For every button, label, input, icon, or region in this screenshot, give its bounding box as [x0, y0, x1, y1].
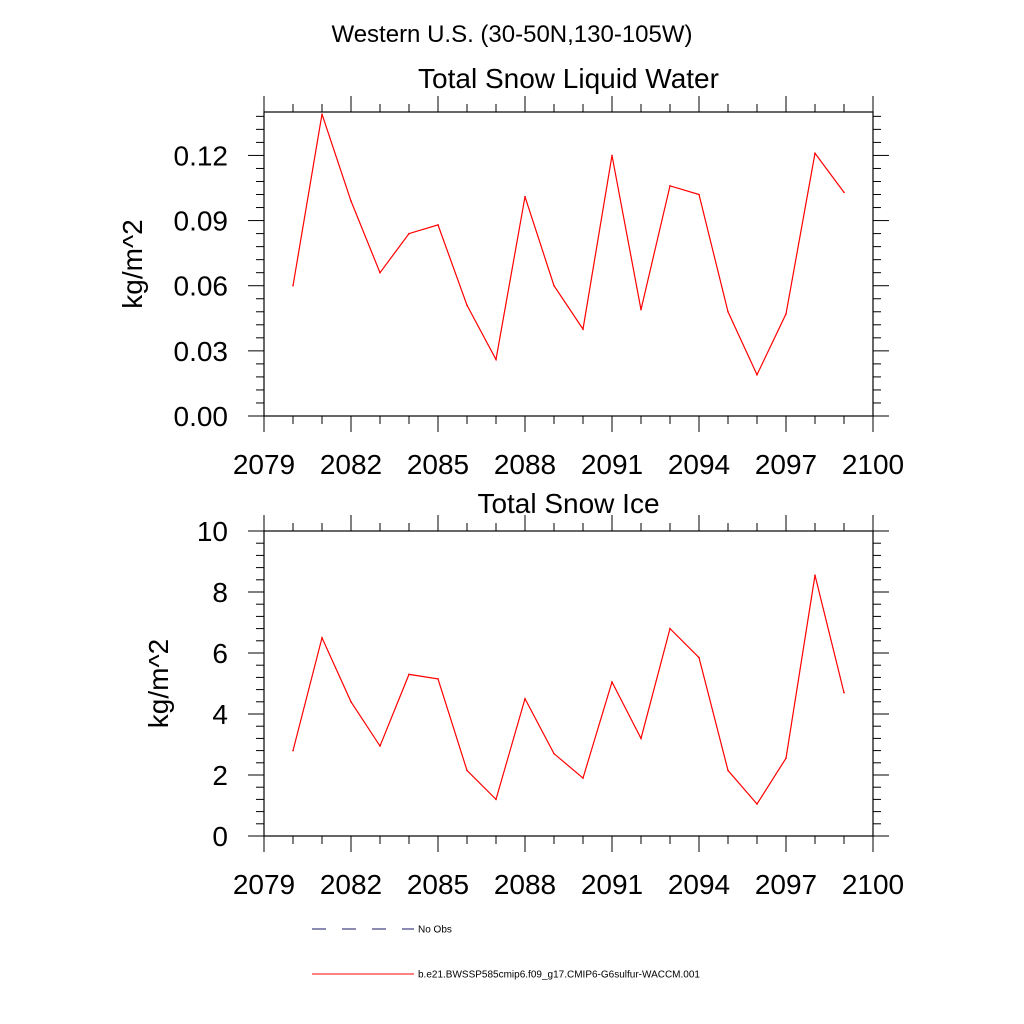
- data-point: [466, 769, 468, 772]
- data-point: [524, 195, 526, 198]
- x-tick-label: 2082: [320, 449, 382, 480]
- x-tick-label: 2100: [842, 449, 904, 480]
- data-point: [408, 673, 410, 676]
- data-point: [292, 284, 294, 287]
- chart-title: Total Snow Ice: [477, 488, 659, 519]
- data-point: [785, 313, 787, 315]
- data-point: [669, 185, 671, 187]
- data-point: [756, 373, 758, 376]
- chart-title: Total Snow Liquid Water: [418, 63, 719, 94]
- data-point: [350, 200, 352, 202]
- y-axis-label: kg/m^2: [143, 639, 174, 728]
- x-tick-label: 2091: [581, 449, 643, 480]
- data-point: [350, 701, 352, 703]
- data-point: [379, 271, 381, 274]
- y-tick-label: 6: [212, 638, 228, 669]
- data-point: [437, 678, 439, 680]
- data-point: [524, 697, 526, 700]
- data-point: [495, 798, 497, 801]
- data-point: [785, 757, 787, 760]
- data-point: [698, 656, 700, 659]
- data-point: [321, 113, 323, 115]
- y-tick-label: 0.06: [174, 271, 229, 302]
- figure-title: Western U.S. (30-50N,130-105W): [331, 21, 692, 48]
- data-point: [466, 304, 468, 307]
- plot-frame: [263, 111, 874, 417]
- data-point: [640, 308, 642, 311]
- x-tick-label: 2088: [494, 449, 556, 480]
- data-point: [698, 193, 700, 196]
- x-tick-label: 2097: [755, 869, 817, 900]
- x-tick-label: 2079: [233, 449, 295, 480]
- y-tick-label: 0.00: [174, 401, 229, 432]
- data-point: [814, 574, 816, 577]
- x-tick-label: 2097: [755, 449, 817, 480]
- data-point: [408, 232, 410, 235]
- y-axis-label: kg/m^2: [117, 219, 148, 308]
- data-point: [321, 636, 323, 639]
- data-point: [814, 152, 816, 155]
- x-tick-label: 2082: [320, 869, 382, 900]
- y-tick-label: 10: [197, 516, 228, 547]
- series-line: [292, 575, 845, 805]
- y-tick-label: 4: [212, 699, 228, 730]
- y-tick-label: 0.09: [174, 206, 229, 237]
- x-tick-label: 2094: [668, 869, 730, 900]
- x-tick-label: 2079: [233, 869, 295, 900]
- data-point: [553, 752, 555, 755]
- data-point: [582, 777, 584, 779]
- x-tick-label: 2088: [494, 869, 556, 900]
- series-line: [292, 113, 845, 377]
- data-point: [669, 627, 671, 630]
- data-point: [843, 191, 845, 194]
- data-point: [756, 803, 758, 805]
- y-tick-label: 0.03: [174, 336, 229, 367]
- y-tick-label: 0.12: [174, 140, 229, 171]
- data-point: [727, 769, 729, 772]
- x-tick-label: 2100: [842, 869, 904, 900]
- data-point: [379, 745, 381, 747]
- legend-label: No Obs: [418, 925, 452, 936]
- y-tick-label: 2: [212, 760, 228, 791]
- x-tick-label: 2085: [407, 449, 469, 480]
- legend: No Obs b.e21.BWSSP585cmip6.f09_g17.CMIP6-…: [312, 925, 700, 981]
- plot-frame: [263, 530, 874, 837]
- x-tick-label: 2091: [581, 869, 643, 900]
- y-tick-label: 0: [212, 821, 228, 852]
- data-point: [727, 310, 729, 313]
- data-point: [582, 328, 584, 330]
- data-point: [437, 224, 439, 226]
- panel-snow-liquid-water: Total Snow Liquid Water 2079 2082 2085 2088 2…: [117, 63, 904, 480]
- data-point: [843, 691, 845, 694]
- legend-label: b.e21.BWSSP585cmip6.f09_g17.CMIP6-G6sulf…: [418, 970, 700, 981]
- data-point: [640, 737, 642, 740]
- data-point: [611, 154, 613, 157]
- x-tick-label: 2085: [407, 869, 469, 900]
- data-point: [553, 284, 555, 287]
- data-point: [495, 358, 497, 361]
- data-point: [611, 681, 613, 683]
- x-tick-label: 2094: [668, 449, 730, 480]
- data-point: [292, 749, 294, 752]
- y-tick-label: 8: [212, 577, 228, 608]
